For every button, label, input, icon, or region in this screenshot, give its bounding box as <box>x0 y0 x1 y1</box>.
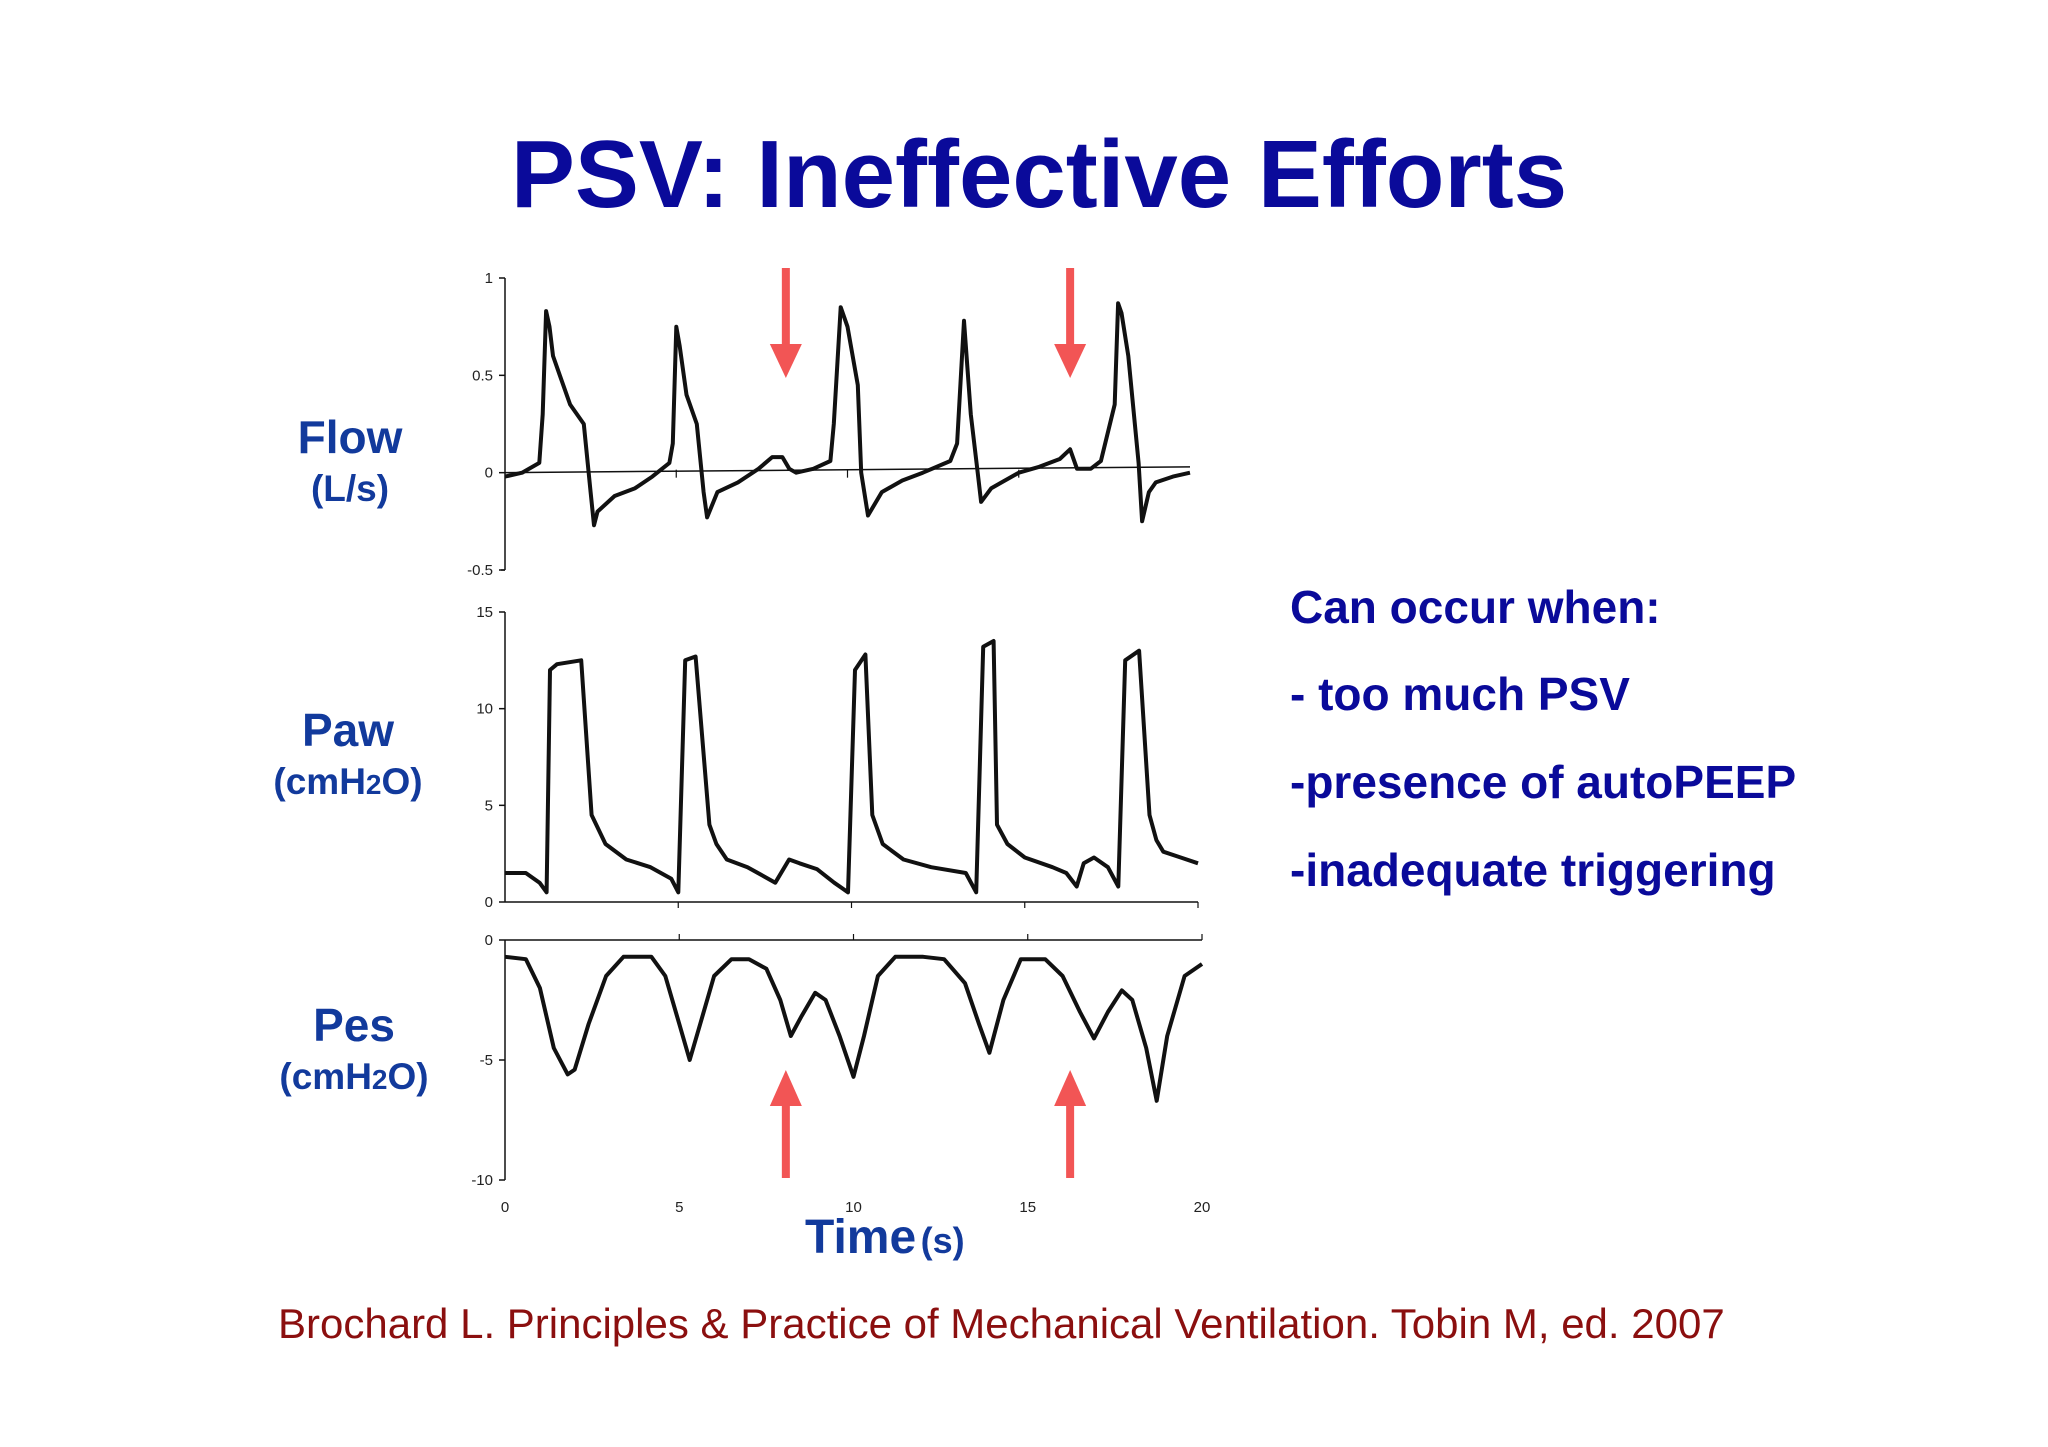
flow-ytick-label: 0.5 <box>472 367 493 384</box>
citation: Brochard L. Principles & Practice of Mec… <box>278 1300 1725 1347</box>
pes-label-unit: (cmH2O) <box>254 1056 454 1098</box>
time-tick-label: 15 <box>1019 1199 1036 1216</box>
pes-unit-post: O) <box>387 1056 429 1097</box>
paw-unit-pre: (cmH <box>273 761 366 802</box>
paw-label-name: Paw <box>301 704 395 756</box>
pes-label-name: Pes <box>313 999 395 1051</box>
pes-ytick-label: -5 <box>480 1052 493 1069</box>
time-tick-label: 20 <box>1194 1199 1211 1216</box>
flow-label-unit: (L/s) <box>310 468 390 509</box>
time-tick-label: 0 <box>501 1199 509 1216</box>
pes-trace <box>504 954 1204 1103</box>
down-arrow-shaft <box>781 268 790 346</box>
flow-ytick-label: 1 <box>485 270 493 287</box>
notes-item-3: -inadequate triggering <box>1290 844 1776 896</box>
up-arrow-head <box>769 1070 802 1106</box>
notes-item-2: -presence of autoPEEP <box>1290 756 1797 808</box>
paw-ytick-label: 15 <box>476 604 493 621</box>
time-tick-label: 5 <box>675 1199 683 1216</box>
pes-ytick-label: -10 <box>471 1172 493 1189</box>
x-axis-name: Time <box>805 1211 917 1264</box>
paw-unit-post: O) <box>381 761 423 802</box>
pes-unit-sub: 2 <box>371 1064 388 1095</box>
down-arrow-shaft <box>1066 268 1075 346</box>
flow-ytick-label: -0.5 <box>467 562 493 579</box>
down-arrow-head <box>1054 344 1087 378</box>
pes-unit-pre: (cmH <box>279 1056 372 1097</box>
flow-label-name: Flow <box>297 411 403 463</box>
pes-ytick-label: 0 <box>485 932 493 949</box>
paw-label-unit: (cmH2O) <box>248 761 448 803</box>
paw-ytick-label: 10 <box>476 701 493 718</box>
flow-label: Flow (L/s) <box>250 410 450 510</box>
up-arrow-shaft <box>781 1104 790 1178</box>
flow-ytick-label: 0 <box>485 465 493 482</box>
pes-label: Pes (cmH2O) <box>254 998 454 1098</box>
time-tick-label: 10 <box>845 1199 862 1216</box>
up-arrow-shaft <box>1066 1104 1075 1178</box>
x-axis-unit: (s) <box>920 1220 965 1261</box>
up-arrow-head <box>1054 1070 1087 1106</box>
slide-title: PSV: Ineffective Efforts <box>510 121 1568 228</box>
paw-unit-sub: 2 <box>365 769 382 800</box>
flow-trace <box>504 301 1191 528</box>
paw-label: Paw (cmH2O) <box>248 703 448 803</box>
notes-heading: Can occur when: <box>1290 581 1661 633</box>
x-axis-title: Time (s) <box>805 1210 965 1265</box>
notes-item-1: - too much PSV <box>1290 668 1630 720</box>
down-arrow-head <box>769 344 802 378</box>
paw-ytick-label: 0 <box>485 894 493 911</box>
paw-ytick-label: 5 <box>485 797 493 814</box>
paw-trace <box>505 639 1199 895</box>
